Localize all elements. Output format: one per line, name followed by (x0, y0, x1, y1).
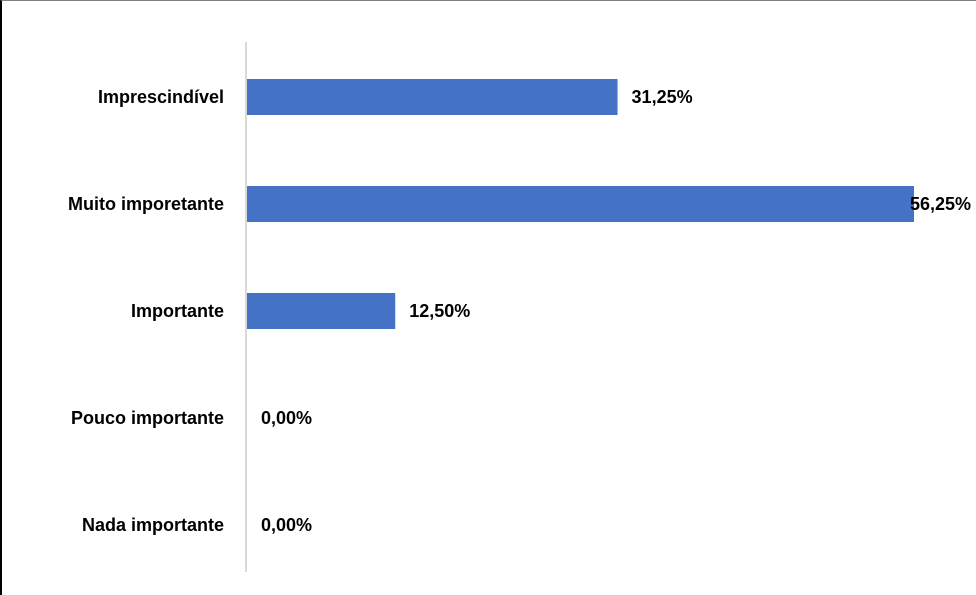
data-label: 12,50% (409, 301, 470, 321)
data-label: 0,00% (261, 408, 312, 428)
category-label: Muito imporetante (68, 194, 224, 214)
category-label: Pouco importante (71, 408, 224, 428)
category-label: Importante (131, 301, 224, 321)
labels-layer: Imprescindível 31,25% Muito imporetante 56,… (68, 87, 971, 535)
data-label: 0,00% (261, 515, 312, 535)
data-label: 31,25% (632, 87, 693, 107)
category-label: Nada importante (82, 515, 224, 535)
data-label: 56,25% (910, 194, 971, 214)
bar-2 (247, 293, 396, 329)
category-label: Imprescindível (98, 87, 224, 107)
bar-0 (247, 79, 618, 115)
bar-1 (247, 186, 914, 222)
bars-layer (247, 79, 914, 329)
